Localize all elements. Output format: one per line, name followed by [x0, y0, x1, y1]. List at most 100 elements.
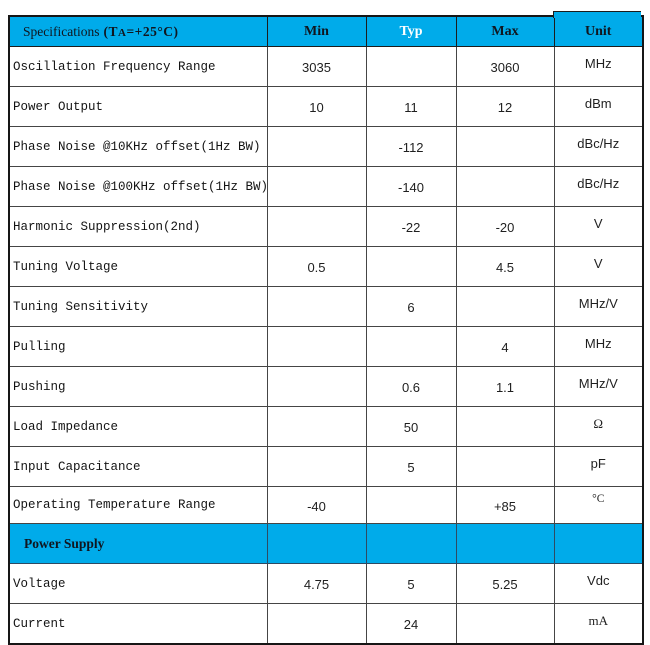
max-value-cell: 4: [455, 326, 555, 367]
max-value-cell: [455, 286, 555, 327]
typ-value-cell: 24: [365, 603, 457, 645]
condition-open: (T: [103, 23, 118, 39]
max-value-cell: 5.25: [455, 563, 555, 604]
typ-value-cell: -112: [365, 126, 457, 167]
col-header-typ: Typ: [365, 15, 457, 47]
spec-row: Power Output 10 11 12 dBm: [8, 86, 644, 127]
min-value-cell: [266, 603, 367, 645]
min-value-cell: 10: [266, 86, 367, 127]
spec-label-cell: Power Output: [8, 86, 268, 127]
typ-value-cell: [365, 486, 457, 524]
spec-label-cell: Harmonic Suppression(2nd): [8, 206, 268, 247]
max-value-cell: -20: [455, 206, 555, 247]
typ-value-cell: [365, 523, 457, 564]
condition-rest: =+25°C): [126, 23, 179, 39]
min-value-cell: 0.5: [266, 246, 367, 287]
spec-label-cell: Power Supply: [8, 523, 268, 564]
unit-value-cell: Vdc: [553, 563, 644, 604]
unit-value-cell: mA: [553, 603, 644, 645]
min-value-cell: [266, 326, 367, 367]
max-value-cell: 4.5: [455, 246, 555, 287]
unit-value-cell: MHz: [553, 46, 644, 87]
typ-value-cell: 6: [365, 286, 457, 327]
spec-label-cell: Oscillation Frequency Range: [8, 46, 268, 87]
typ-value-cell: 5: [365, 563, 457, 604]
max-value-cell: [455, 126, 555, 167]
col-header-min: Min: [266, 15, 367, 47]
max-value-cell: [455, 406, 555, 447]
unit-value-cell: [553, 523, 644, 564]
spec-label-cell: Phase Noise @100KHz offset(1Hz BW): [8, 166, 268, 207]
min-value-cell: [266, 406, 367, 447]
spec-label-cell: Tuning Voltage: [8, 246, 268, 287]
spec-row: Phase Noise @10KHz offset(1Hz BW) -112 dBc…: [8, 126, 644, 167]
min-value-cell: 4.75: [266, 563, 367, 604]
min-value-cell: [266, 286, 367, 327]
max-value-cell: 1.1: [455, 366, 555, 407]
spec-label-cell: Tuning Sensitivity: [8, 286, 268, 327]
max-value-cell: [455, 603, 555, 645]
spec-row: Input Capacitance 5 pF: [8, 446, 644, 487]
section-row: Power Supply: [8, 523, 644, 564]
spec-row: Load Impedance 50 Ω: [8, 406, 644, 447]
spec-header-cell: Specifications (TA=+25°C): [8, 15, 268, 47]
unit-value-cell: Ω: [553, 406, 644, 447]
spec-row: Voltage 4.75 5 5.25 Vdc: [8, 563, 644, 604]
spec-row: Phase Noise @100KHz offset(1Hz BW) -140 dB…: [8, 166, 644, 207]
max-value-cell: +85: [455, 486, 555, 524]
unit-value-cell: MHz/V: [553, 366, 644, 407]
typ-value-cell: 11: [365, 86, 457, 127]
min-value-cell: [266, 366, 367, 407]
typ-value-cell: [365, 326, 457, 367]
max-value-cell: 3060: [455, 46, 555, 87]
max-value-cell: [455, 446, 555, 487]
max-value-cell: [455, 523, 555, 564]
spec-label-cell: Pulling: [8, 326, 268, 367]
typ-value-cell: 5: [365, 446, 457, 487]
unit-value-cell: °C: [553, 486, 644, 524]
min-value-cell: [266, 206, 367, 247]
spec-label-cell: Pushing: [8, 366, 268, 407]
max-value-cell: 12: [455, 86, 555, 127]
unit-header-overhang: [553, 11, 641, 18]
min-value-cell: -40: [266, 486, 367, 524]
table-header-row: Specifications (TA=+25°C) Min Typ Max Uni…: [8, 15, 644, 47]
condition-subscript: A: [117, 26, 127, 39]
spec-table-body: Oscillation Frequency Range 3035 3060 MHz Po…: [8, 46, 644, 645]
max-value-cell: [455, 166, 555, 207]
typ-value-cell: 0.6: [365, 366, 457, 407]
spec-row: Harmonic Suppression(2nd) -22 -20 V: [8, 206, 644, 247]
spec-title: Specifications: [23, 23, 100, 39]
col-header-max: Max: [455, 15, 555, 47]
spec-label-cell: Voltage: [8, 563, 268, 604]
spec-row: Pushing 0.6 1.1 MHz/V: [8, 366, 644, 407]
min-value-cell: [266, 523, 367, 564]
typ-value-cell: -22: [365, 206, 457, 247]
spec-label-cell: Input Capacitance: [8, 446, 268, 487]
unit-value-cell: pF: [553, 446, 644, 487]
spec-label-cell: Current: [8, 603, 268, 645]
spec-label-cell: Operating Temperature Range: [8, 486, 268, 524]
typ-value-cell: [365, 46, 457, 87]
spec-table: Specifications (TA=+25°C) Min Typ Max Uni…: [8, 15, 644, 645]
spec-label-cell: Load Impedance: [8, 406, 268, 447]
min-value-cell: 3035: [266, 46, 367, 87]
spec-row: Operating Temperature Range -40 +85 °C: [8, 486, 644, 524]
unit-value-cell: MHz/V: [553, 286, 644, 327]
unit-value-cell: MHz: [553, 326, 644, 367]
unit-value-cell: dBc/Hz: [553, 166, 644, 207]
min-value-cell: [266, 166, 367, 207]
min-value-cell: [266, 446, 367, 487]
spec-row: Tuning Voltage 0.5 4.5 V: [8, 246, 644, 287]
unit-value-cell: dBm: [553, 86, 644, 127]
spec-label-cell: Phase Noise @10KHz offset(1Hz BW): [8, 126, 268, 167]
col-header-unit: Unit: [553, 15, 644, 47]
spec-row: Pulling 4 MHz: [8, 326, 644, 367]
test-condition: (TA=+25°C): [103, 24, 178, 39]
spec-row: Current 24 mA: [8, 603, 644, 645]
spec-row: Oscillation Frequency Range 3035 3060 MHz: [8, 46, 644, 87]
typ-value-cell: -140: [365, 166, 457, 207]
datasheet-page: Specifications (TA=+25°C) Min Typ Max Uni…: [8, 11, 644, 645]
spec-row: Tuning Sensitivity 6 MHz/V: [8, 286, 644, 327]
min-value-cell: [266, 126, 367, 167]
